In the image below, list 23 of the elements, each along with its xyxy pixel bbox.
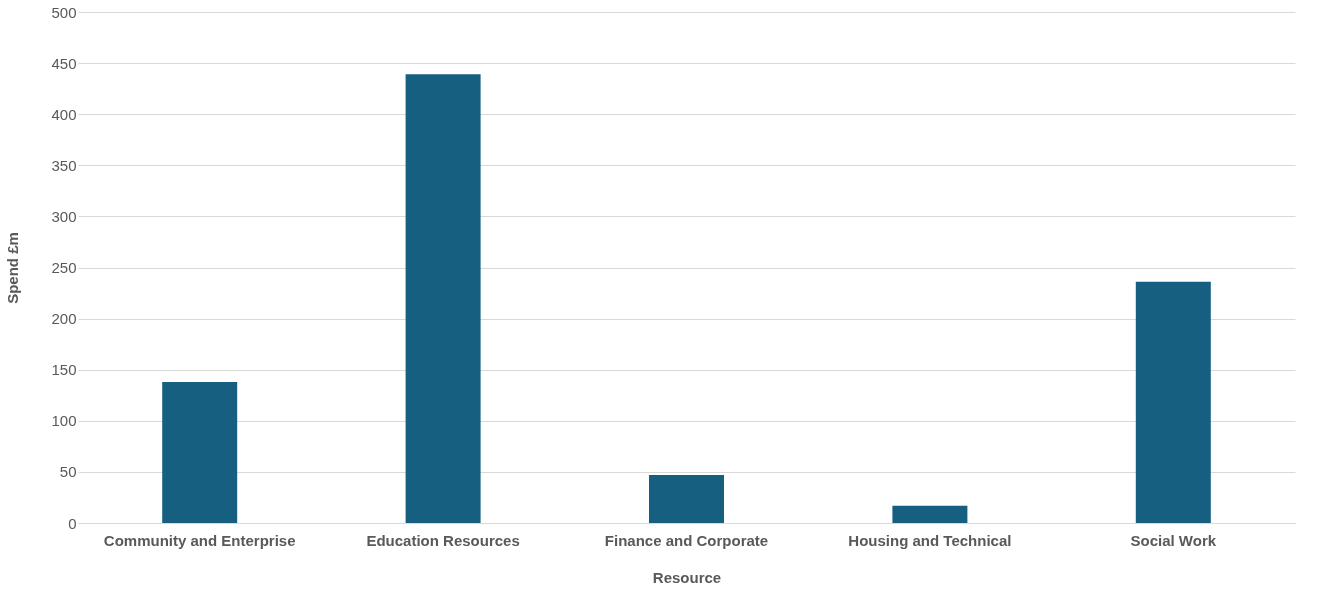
- y-tick-label: 250: [51, 259, 77, 276]
- bar: [162, 381, 238, 523]
- bar: [1135, 281, 1211, 523]
- bar: [405, 74, 481, 523]
- y-tick-label: 100: [51, 412, 77, 430]
- y-tick-label: 300: [51, 207, 77, 225]
- y-tick-label: 0: [68, 514, 77, 532]
- x-tick-label: Social Work: [1130, 531, 1217, 549]
- y-tick-label: 50: [59, 463, 77, 481]
- y-tick-label: 400: [51, 105, 77, 123]
- x-tick-label: Education Resources: [366, 531, 520, 549]
- y-tick-label: 200: [51, 310, 77, 328]
- y-tick-label: 500: [51, 3, 77, 21]
- bar: [649, 474, 724, 523]
- y-tick-label: 350: [51, 156, 77, 174]
- x-tick-label: Housing and Technical: [848, 531, 1012, 549]
- x-tick-label: Finance and Corporate: [604, 531, 769, 549]
- y-tick-label: 150: [51, 361, 77, 379]
- bar: [892, 505, 968, 523]
- x-axis-title: Resource: [652, 568, 722, 586]
- y-axis-title: Spend £m: [4, 232, 22, 304]
- y-tick-label: 450: [51, 54, 77, 72]
- x-tick-label: Community and Enterprise: [103, 531, 296, 549]
